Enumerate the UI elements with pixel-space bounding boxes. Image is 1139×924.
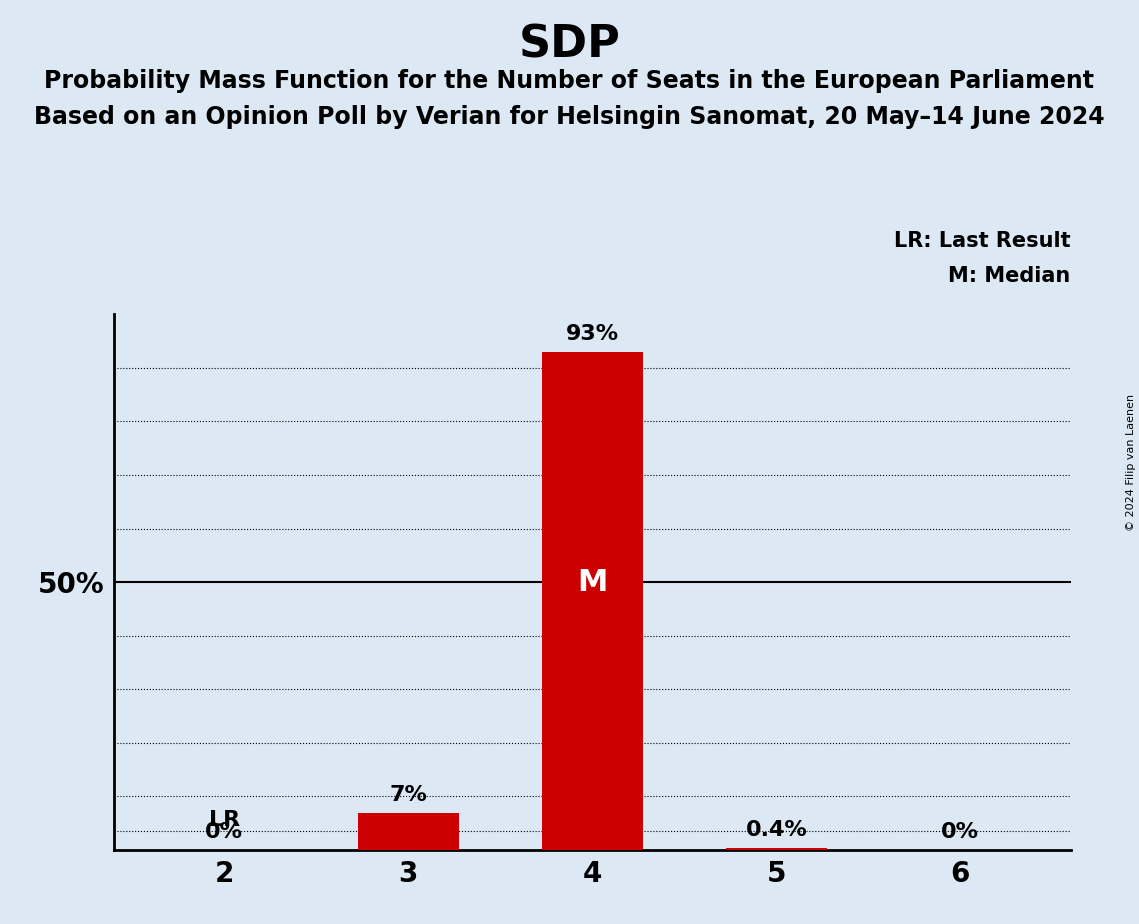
Text: M: M [577, 567, 607, 597]
Bar [358, 812, 459, 850]
Text: Probability Mass Function for the Number of Seats in the European Parliament: Probability Mass Function for the Number… [44, 69, 1095, 93]
Text: © 2024 Filip van Laenen: © 2024 Filip van Laenen [1126, 394, 1136, 530]
Text: Based on an Opinion Poll by Verian for Helsingin Sanomat, 20 May–14 June 2024: Based on an Opinion Poll by Verian for H… [34, 105, 1105, 129]
Text: 0.4%: 0.4% [745, 820, 808, 840]
Text: 7%: 7% [390, 784, 427, 805]
Text: LR: Last Result: LR: Last Result [894, 231, 1071, 251]
Text: LR: LR [208, 809, 240, 830]
Text: M: Median: M: Median [949, 266, 1071, 286]
Text: 0%: 0% [941, 822, 980, 842]
Text: SDP: SDP [518, 23, 621, 67]
Bar [726, 848, 827, 850]
Text: 93%: 93% [566, 323, 618, 344]
Text: 0%: 0% [205, 822, 244, 842]
Bar [542, 352, 642, 850]
